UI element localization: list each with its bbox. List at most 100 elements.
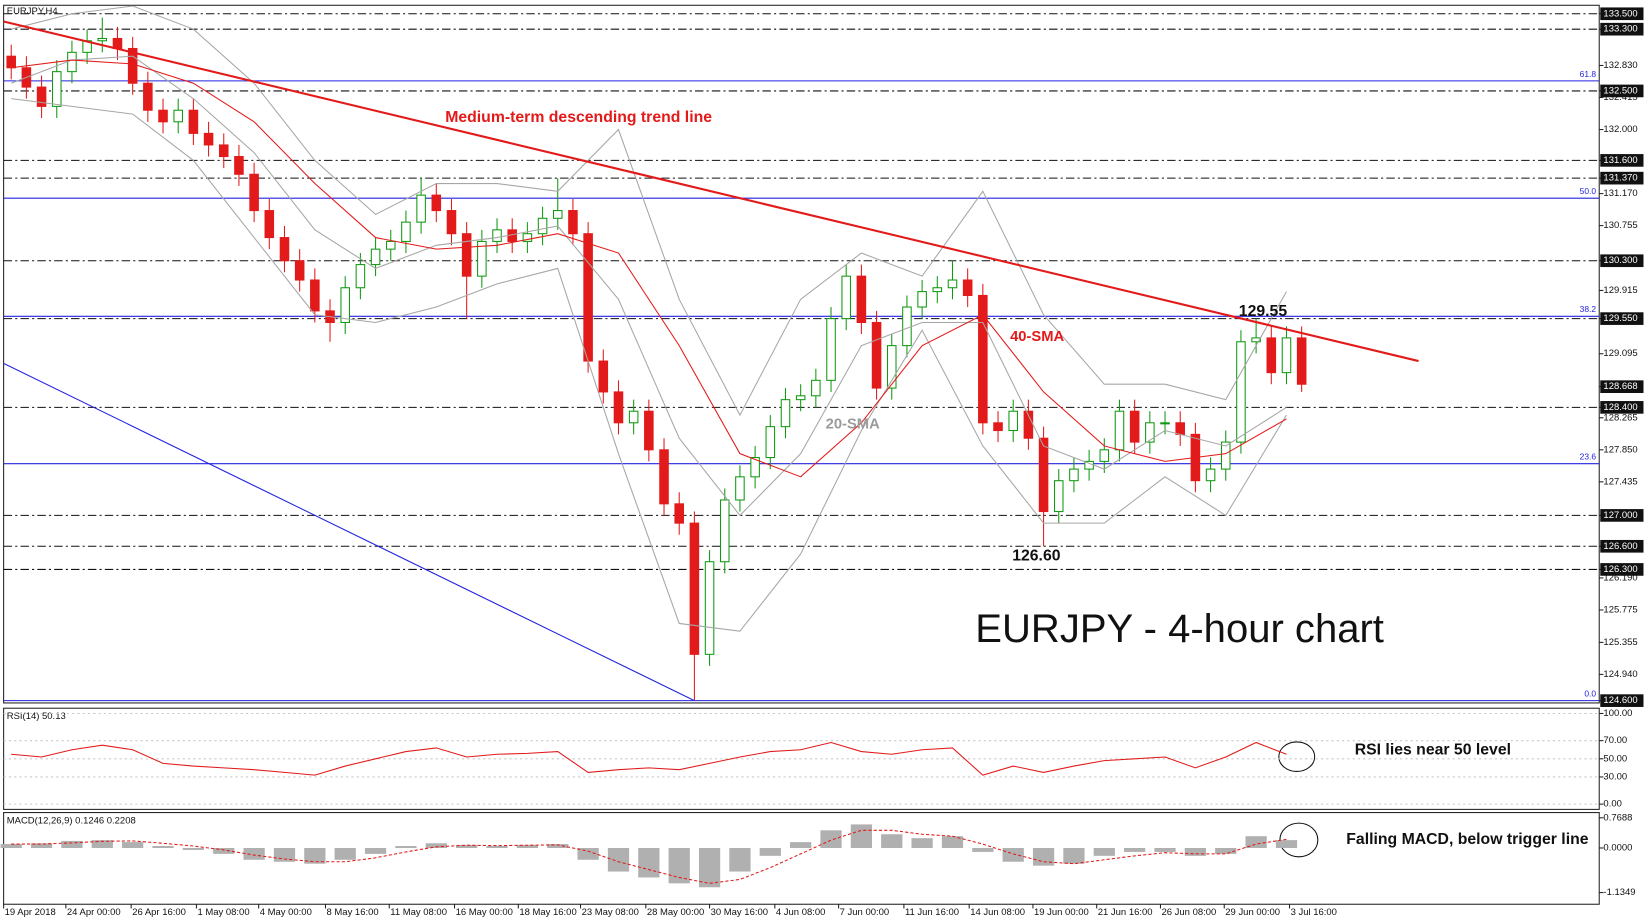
candle-body xyxy=(598,360,609,393)
candle-body xyxy=(1251,337,1261,343)
y-tick-label: 70.00 xyxy=(1603,735,1627,746)
y-tick-highlight xyxy=(1600,539,1644,553)
indicator-line xyxy=(11,59,1287,478)
y-tick-label: 0.7688 xyxy=(1603,812,1632,823)
candle-body xyxy=(446,210,457,235)
y-tick-highlight xyxy=(1600,171,1644,185)
candle-body xyxy=(158,109,168,123)
macd-bar xyxy=(30,843,53,848)
macd-bar xyxy=(486,846,508,848)
annotation: 20-SMA xyxy=(826,417,880,433)
y-tick-highlight xyxy=(1600,154,1644,167)
macd-bar xyxy=(395,846,417,848)
macd-bar xyxy=(972,847,994,852)
candle-body xyxy=(294,260,305,281)
candle-body xyxy=(188,109,199,134)
macd-bar xyxy=(1275,840,1298,848)
indicator-line xyxy=(11,55,1287,517)
macd-bar xyxy=(91,840,113,848)
candle-body xyxy=(841,275,851,320)
macd-bar xyxy=(61,840,83,848)
candle-body xyxy=(704,561,715,655)
macd-bar xyxy=(850,824,873,848)
y-tick-label: 131.600 xyxy=(1603,155,1637,166)
y-tick-highlight xyxy=(1600,694,1644,707)
candle-body xyxy=(568,210,578,235)
y-tick-highlight xyxy=(1600,84,1644,98)
indicator-line xyxy=(11,5,1287,417)
candle-body xyxy=(1069,468,1079,482)
y-tick-label: 125.355 xyxy=(1603,637,1637,648)
candle-body xyxy=(477,240,487,277)
candle-body xyxy=(1129,410,1140,443)
candle-body xyxy=(67,51,77,73)
y-tick-label: 129.550 xyxy=(1603,313,1637,324)
x-tick-label: 1 May 08:00 xyxy=(197,907,249,918)
fibonacci-label: 38.2 xyxy=(1580,304,1597,314)
y-tick-label: 132.500 xyxy=(1603,85,1637,96)
macd-bar xyxy=(304,847,326,864)
annotation: 40-SMA xyxy=(1010,329,1064,345)
candle-body xyxy=(719,499,730,563)
y-tick-label: 125.775 xyxy=(1603,604,1637,615)
candle-body xyxy=(461,233,472,277)
candle-body xyxy=(1114,410,1125,451)
candle-body xyxy=(1038,437,1049,513)
y-tick-label: 127.850 xyxy=(1603,444,1637,455)
candle-body xyxy=(1175,422,1185,435)
candle-body xyxy=(993,422,1003,432)
y-tick-label: 127.000 xyxy=(1603,510,1637,521)
candle-body xyxy=(1266,337,1277,374)
y-tick-label: 132.830 xyxy=(1603,60,1637,71)
candle-body xyxy=(112,37,123,50)
macd-bar xyxy=(0,844,22,848)
annotation: Medium-term descending trend line xyxy=(445,109,712,126)
y-tick-highlight xyxy=(1600,509,1644,522)
y-tick-label: 129.095 xyxy=(1603,348,1637,359)
y-tick-label: 133.300 xyxy=(1603,24,1637,35)
candle-body xyxy=(902,306,912,347)
macd-bar xyxy=(425,843,447,848)
candle-body xyxy=(962,279,973,296)
candle-body xyxy=(765,426,776,459)
macd-bar xyxy=(364,847,387,854)
x-tick-label: 19 Apr 2018 xyxy=(5,907,56,918)
candle-body xyxy=(1053,480,1064,513)
candle-body xyxy=(370,248,381,266)
y-tick-highlight xyxy=(1600,563,1644,576)
candle-body xyxy=(431,194,442,212)
y-tick-label: 128.668 xyxy=(1603,381,1637,392)
macd-bar xyxy=(1245,836,1267,848)
candle-body xyxy=(826,318,836,381)
macd-bar xyxy=(547,844,569,848)
candle-body xyxy=(385,240,396,250)
candle-body xyxy=(340,287,350,323)
candle-body xyxy=(234,156,244,175)
candle-body xyxy=(492,229,502,242)
macd-bar xyxy=(607,847,630,872)
macd-bar xyxy=(1093,847,1115,856)
macd-bar xyxy=(152,846,174,848)
candle-body xyxy=(552,210,563,219)
y-tick-highlight xyxy=(1600,380,1644,394)
annotation: EURJPY - 4-hour chart xyxy=(975,607,1384,651)
candle-body xyxy=(1220,441,1231,470)
x-tick-label: 11 May 08:00 xyxy=(390,907,447,918)
y-tick-label: 30.00 xyxy=(1603,771,1627,782)
macd-bar xyxy=(881,834,903,848)
candle-body xyxy=(1236,341,1246,443)
x-tick-label: 29 Jun 00:00 xyxy=(1225,907,1280,918)
y-tick-label: 129.915 xyxy=(1603,285,1637,296)
macd-bar xyxy=(182,847,205,850)
candle-body xyxy=(659,449,669,505)
candle-body xyxy=(811,379,821,397)
x-tick-label: 14 Jun 08:00 xyxy=(970,907,1025,918)
x-tick-label: 21 Jun 16:00 xyxy=(1098,907,1153,918)
candle-body xyxy=(127,47,138,84)
x-tick-label: 26 Jun 08:00 xyxy=(1162,907,1217,918)
y-tick-label: 133.500 xyxy=(1603,8,1637,19)
candle-body xyxy=(780,399,791,428)
candle-body xyxy=(628,410,639,424)
macd-bar xyxy=(668,847,690,884)
candle-body xyxy=(1099,449,1110,462)
